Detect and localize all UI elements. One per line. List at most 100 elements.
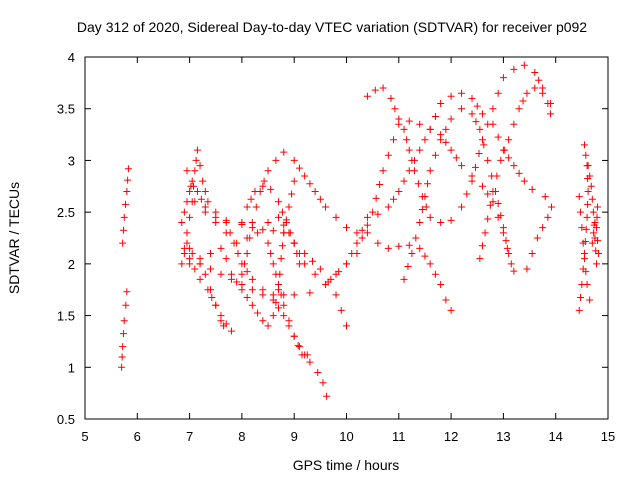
data-point	[238, 281, 246, 289]
data-point	[118, 363, 126, 371]
data-point	[124, 176, 132, 184]
data-point	[484, 190, 492, 198]
data-point	[395, 242, 403, 250]
data-point	[260, 177, 268, 185]
data-point	[503, 244, 511, 252]
data-point	[241, 260, 249, 268]
data-point	[183, 167, 191, 175]
data-point	[282, 218, 290, 226]
data-point	[234, 250, 242, 258]
data-point	[196, 260, 204, 268]
y-tick-label: 1.5	[57, 309, 75, 324]
data-point	[587, 182, 595, 190]
data-point	[358, 234, 366, 242]
data-point	[499, 224, 507, 232]
data-point	[395, 115, 403, 123]
data-point	[458, 89, 466, 97]
data-point	[484, 156, 492, 164]
data-point	[290, 239, 298, 247]
data-point	[306, 289, 314, 297]
data-point	[484, 120, 492, 128]
data-point	[533, 234, 541, 242]
data-point	[584, 162, 592, 170]
data-point	[458, 203, 466, 211]
data-point	[416, 146, 424, 154]
data-point	[510, 65, 518, 73]
x-tick-label: 7	[186, 429, 193, 444]
data-point	[379, 167, 387, 175]
data-point	[546, 110, 554, 118]
data-point	[478, 242, 486, 250]
data-point	[248, 286, 256, 294]
data-point	[212, 218, 220, 226]
data-point	[259, 182, 267, 190]
data-point	[478, 136, 486, 144]
data-point	[418, 206, 426, 214]
data-point	[376, 181, 384, 189]
data-point	[489, 187, 497, 195]
data-point	[505, 136, 513, 144]
data-point	[277, 255, 285, 263]
data-point	[590, 229, 598, 237]
data-point	[264, 322, 272, 330]
data-point	[201, 208, 209, 216]
data-point	[311, 270, 319, 278]
data-point	[384, 244, 392, 252]
data-point	[122, 301, 130, 309]
data-point	[577, 293, 585, 301]
data-point	[583, 213, 591, 221]
data-point	[301, 172, 309, 180]
data-point	[275, 198, 283, 206]
y-tick-label: 1	[68, 360, 75, 375]
data-point	[180, 208, 188, 216]
data-point	[124, 165, 132, 173]
data-point	[421, 136, 429, 144]
data-point	[196, 162, 204, 170]
data-point	[403, 136, 411, 144]
data-point	[531, 69, 539, 77]
data-point	[269, 260, 277, 268]
data-point	[217, 317, 225, 325]
data-point	[400, 125, 408, 133]
data-point	[507, 260, 515, 268]
data-point	[120, 213, 128, 221]
data-point	[204, 198, 212, 206]
data-point	[122, 200, 130, 208]
x-tick-label: 13	[496, 429, 510, 444]
data-point	[243, 250, 251, 258]
data-point	[196, 275, 204, 283]
data-point	[431, 112, 439, 120]
data-point	[473, 102, 481, 110]
data-point	[217, 244, 225, 252]
data-point	[343, 260, 350, 268]
data-point	[269, 296, 277, 304]
plot-frame	[84, 56, 609, 420]
data-point	[322, 281, 330, 289]
data-point	[363, 229, 371, 237]
data-point	[353, 229, 361, 237]
data-point	[404, 262, 412, 270]
data-point	[186, 187, 194, 195]
data-point	[475, 150, 483, 158]
y-tick-label: 4	[68, 50, 75, 65]
data-point	[363, 92, 371, 100]
data-point	[119, 330, 127, 338]
x-tick-label: 6	[134, 429, 141, 444]
chart-title: Day 312 of 2020, Sidereal Day-to-day VTE…	[77, 19, 587, 35]
data-point	[424, 180, 432, 188]
data-point	[193, 146, 201, 154]
data-point	[248, 301, 256, 309]
data-point	[505, 154, 513, 162]
data-point	[222, 218, 230, 226]
data-point	[275, 304, 283, 312]
data-point	[515, 105, 523, 113]
data-point	[119, 239, 127, 247]
data-point	[293, 250, 301, 258]
data-point	[442, 125, 450, 133]
data-point	[528, 185, 536, 193]
data-point	[192, 156, 200, 164]
data-point	[458, 105, 466, 113]
data-point	[447, 306, 455, 314]
data-point	[290, 291, 298, 299]
data-point	[539, 89, 547, 97]
